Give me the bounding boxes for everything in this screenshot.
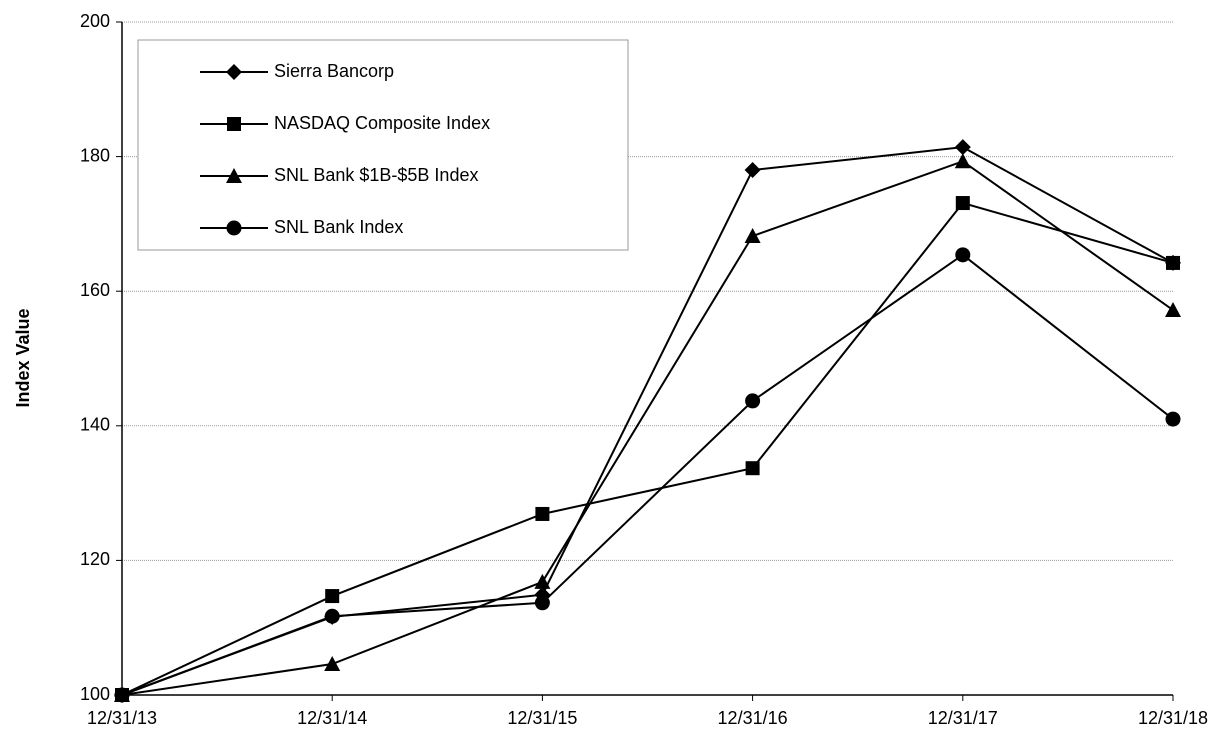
data-point [325,589,340,604]
x-tick-label: 12/31/18 [1138,708,1208,728]
data-point [954,153,971,169]
legend-label: SNL Bank Index [274,217,403,237]
series-line [121,201,1174,696]
data-point [535,506,550,521]
y-tick-label: 160 [80,280,110,300]
x-tick-label: 12/31/13 [87,708,157,728]
y-tick-label: 100 [80,684,110,704]
y-axis-label: Index Value [13,308,33,407]
x-tick-label: 12/31/14 [297,708,367,728]
y-tick-label: 200 [80,11,110,31]
data-point [745,393,761,409]
data-point [744,162,761,179]
data-point [955,196,970,211]
legend-marker [226,220,242,236]
legend-marker [227,117,241,131]
legend-label: SNL Bank $1B-$5B Index [274,165,478,185]
data-point [534,595,550,611]
legend-label: Sierra Bancorp [274,61,394,81]
data-point [745,461,760,476]
data-point [954,139,971,156]
series-line [121,253,1174,696]
data-point [114,687,130,703]
legend-label: NASDAQ Composite Index [274,113,490,133]
y-tick-label: 120 [80,549,110,569]
data-point [324,608,340,624]
x-tick-label: 12/31/16 [718,708,788,728]
x-tick-label: 12/31/17 [928,708,998,728]
data-point [744,228,761,244]
legend-box [137,39,629,251]
legend-marker [226,64,242,80]
y-tick-label: 180 [80,145,110,165]
y-tick-label: 140 [80,415,110,435]
data-point [955,247,971,263]
data-point [534,573,551,589]
data-point [1166,255,1180,270]
legend-marker [226,168,242,183]
data-point [1165,411,1181,427]
x-tick-label: 12/31/15 [507,708,577,728]
series-line [121,160,1174,696]
data-point [324,656,341,672]
data-point [1165,302,1181,318]
